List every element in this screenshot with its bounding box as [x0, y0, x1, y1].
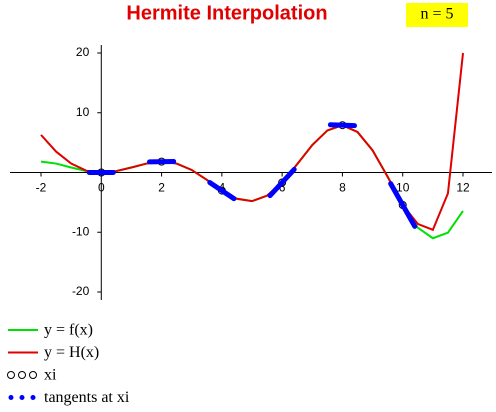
- annotation-box: [406, 3, 468, 27]
- legend-swatch: [29, 371, 37, 379]
- y-tick-label: -10: [72, 224, 90, 238]
- y-tick-label: -20: [72, 284, 90, 298]
- x-tick-label: 12: [456, 181, 470, 195]
- legend-label: tangents at xi: [44, 389, 130, 406]
- x-tick-label: -2: [36, 181, 47, 195]
- series-line: [86, 122, 418, 229]
- x-tick-label: 0: [98, 181, 105, 195]
- y-tick-label: 10: [76, 105, 90, 119]
- legend-label: xi: [44, 367, 57, 384]
- legend-swatch: [18, 371, 26, 379]
- legend-swatch: [19, 395, 25, 400]
- legend-swatch: [7, 371, 15, 379]
- legend-label: y = f(x): [44, 322, 93, 339]
- x-tick-label: 4: [219, 181, 226, 195]
- legend-swatch: [30, 395, 36, 400]
- chart-title: Hermite Interpolation: [126, 2, 327, 24]
- x-tick-label: 10: [396, 181, 410, 195]
- y-tick-label: 20: [76, 45, 90, 59]
- x-tick-label: 8: [339, 181, 346, 195]
- annotation: n = 5: [420, 6, 453, 23]
- x-tick-label: 6: [279, 181, 286, 195]
- legend-label: y = H(x): [44, 344, 99, 361]
- x-tick-label: 2: [158, 181, 165, 195]
- legend-swatch: [8, 395, 14, 400]
